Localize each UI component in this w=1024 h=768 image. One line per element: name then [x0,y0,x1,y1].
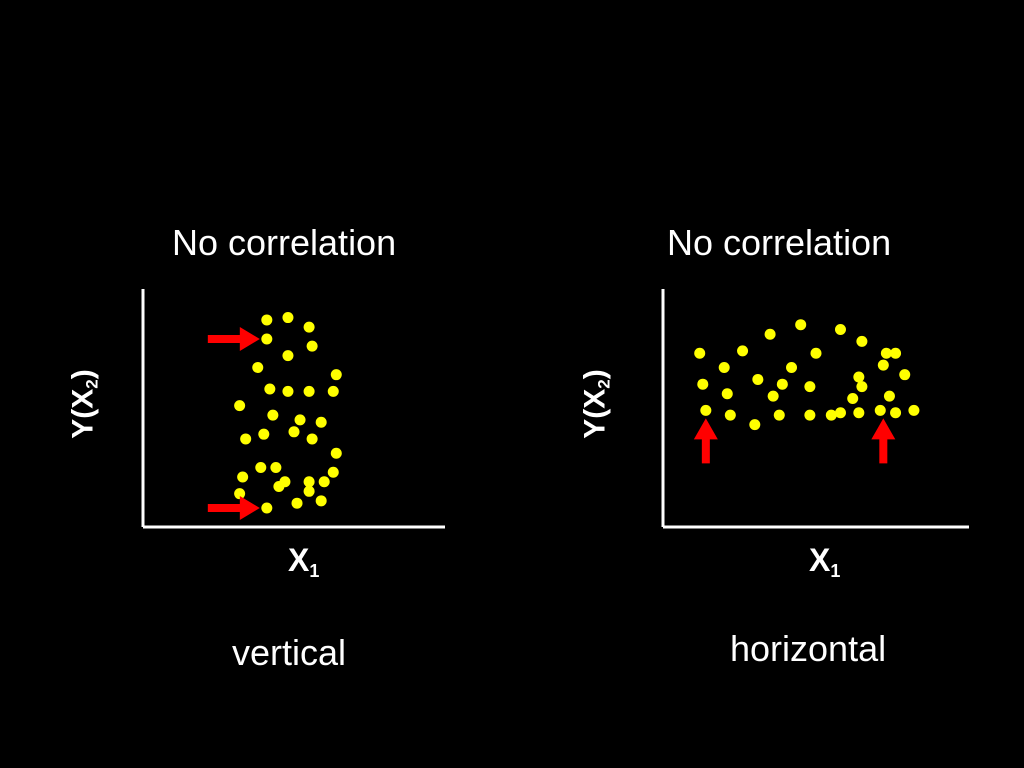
data-point [288,426,300,438]
data-point [718,362,730,374]
data-point [776,378,788,390]
data-point [804,409,816,421]
data-point [303,476,315,488]
data-point [877,359,889,371]
data-point [240,433,252,445]
data-point [874,404,886,416]
data-point [303,385,315,397]
data-point [752,373,764,385]
arrow-up-icon [693,418,718,464]
data-point [261,314,273,326]
data-point [737,345,749,357]
data-point [303,485,315,497]
data-point [306,433,318,445]
data-point [255,462,267,473]
data-point [786,362,798,374]
arrow-right-icon [207,495,260,520]
chart-caption: vertical [232,632,347,673]
data-point [834,407,846,419]
data-point [883,390,895,402]
data-point [330,369,342,381]
data-point [261,502,273,514]
data-point [908,404,920,416]
data-point [315,416,327,428]
data-point [724,409,736,421]
data-point [261,333,273,345]
data-point [330,447,342,459]
data-point [315,495,327,507]
data-point [700,404,712,416]
data-point [825,409,837,421]
scatter-plot [661,289,969,529]
data-point [721,388,733,400]
data-point [264,383,276,395]
data-point [767,390,779,402]
chart-panel-vertical: No correlation Y(X2) X1 vertical [67,222,445,673]
data-point [749,419,761,431]
data-point [890,347,902,359]
chart-title: No correlation [667,222,892,263]
data-point [267,409,279,421]
data-point [853,371,865,383]
data-point [834,323,846,335]
data-point [327,385,339,397]
data-point [890,407,902,419]
data-point [282,385,294,397]
data-point [306,340,318,352]
data-point [853,407,865,419]
data-point [237,471,249,483]
x-axis-label: X1 [288,542,320,581]
data-point [282,312,294,324]
data-point [847,392,859,404]
data-point [899,369,911,381]
data-point [880,347,892,359]
chart-panel-horizontal: No correlation Y(X2) X1 horizontal [512,0,1024,768]
arrow-right-icon [207,326,260,351]
data-point [697,378,709,390]
data-point [252,362,264,374]
data-point [856,381,868,393]
data-point [318,476,330,488]
data-point [327,466,339,478]
data-point [804,381,816,393]
chart-caption: horizontal [730,628,887,669]
scatter-plot [141,289,445,529]
data-point [694,347,706,359]
data-point [810,347,822,359]
data-point [764,328,776,340]
data-point [234,400,246,412]
data-point [294,414,306,426]
data-point [270,462,282,473]
arrow-up-icon [871,418,896,464]
data-point [856,335,868,347]
data-point [282,350,294,362]
data-point [303,321,315,333]
data-point [773,409,785,421]
x-axis-label: X1 [809,542,841,581]
data-point [273,481,285,493]
chart-title: No correlation [172,222,397,263]
data-point [234,488,246,500]
data-point [291,497,303,509]
data-point [258,428,270,440]
data-point [795,319,807,331]
